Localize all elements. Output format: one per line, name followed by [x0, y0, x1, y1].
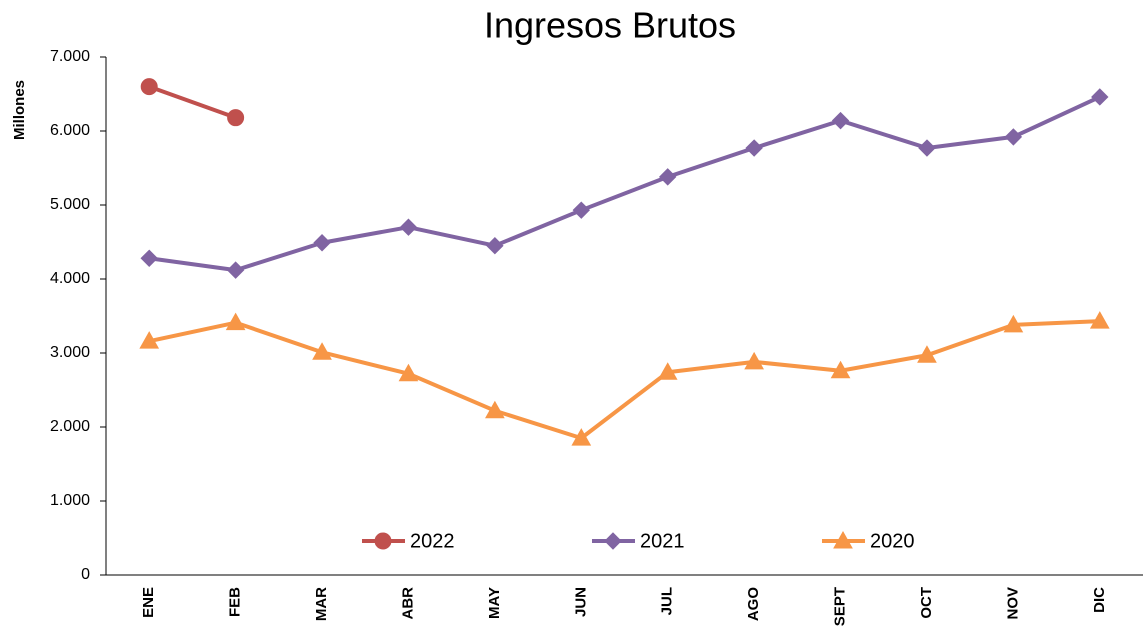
marker — [312, 342, 332, 360]
y-tick-label: 4.000 — [50, 270, 90, 287]
marker — [833, 530, 853, 549]
y-tick-label: 5.000 — [50, 196, 90, 213]
x-tick-label: JUN — [572, 587, 589, 617]
marker — [227, 109, 245, 127]
x-tick-label: DIC — [1091, 587, 1108, 613]
marker — [226, 261, 245, 279]
x-tick-label: ENE — [140, 587, 157, 618]
chart-title: Ingresos Brutos — [484, 5, 736, 46]
legend-label: 2021 — [640, 530, 685, 552]
marker — [1091, 88, 1109, 106]
y-tick-label: 3.000 — [50, 344, 90, 361]
marker — [1003, 314, 1024, 333]
x-tick-label: NOV — [1004, 587, 1021, 620]
x-tick-label: SEPT — [832, 587, 849, 626]
marker — [1089, 311, 1110, 329]
marker — [313, 234, 331, 252]
y-tick-label: 7.000 — [50, 48, 90, 65]
x-tick-label: AGO — [745, 587, 762, 622]
x-tick-label: MAR — [313, 587, 330, 621]
x-tick-label: MAY — [486, 587, 503, 619]
marker — [830, 360, 851, 379]
series-line — [148, 319, 1100, 441]
series-line — [148, 95, 1101, 273]
marker — [744, 351, 764, 370]
marker — [140, 249, 158, 267]
marker — [831, 111, 850, 130]
y-tick-label: 6.000 — [50, 122, 90, 139]
marker — [140, 78, 158, 96]
legend-label: 2020 — [870, 530, 915, 552]
x-tick-label: ABR — [399, 587, 416, 620]
marker — [374, 532, 392, 550]
marker — [139, 331, 160, 349]
y-tick-label: 0 — [81, 566, 90, 583]
marker — [604, 532, 622, 550]
marker — [917, 345, 937, 363]
x-tick-label: JUL — [659, 587, 676, 615]
legend-label: 2022 — [410, 530, 455, 552]
marker — [1004, 128, 1023, 146]
marker — [572, 201, 590, 219]
y-axis-label: Millones — [11, 80, 28, 140]
x-tick-label: FEB — [227, 587, 244, 617]
marker — [398, 363, 419, 382]
x-tick-label: OCT — [918, 587, 935, 619]
marker — [918, 139, 936, 157]
marker — [225, 312, 246, 331]
marker — [485, 400, 505, 419]
y-tick-label: 2.000 — [50, 418, 90, 435]
marker — [659, 168, 677, 186]
marker — [657, 362, 678, 380]
series-line — [148, 84, 237, 120]
marker — [571, 428, 592, 446]
marker — [399, 218, 418, 236]
marker — [486, 236, 504, 255]
y-tick-label: 1.000 — [50, 492, 90, 509]
marker — [745, 139, 763, 157]
